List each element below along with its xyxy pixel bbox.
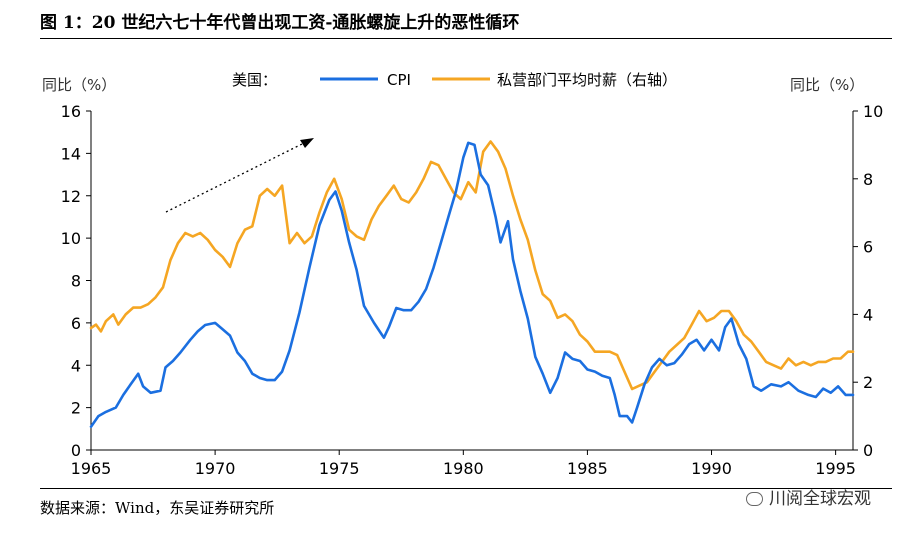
watermark: 川阅全球宏观 <box>746 484 871 509</box>
watermark-text: 川阅全球宏观 <box>769 489 871 509</box>
legend-label-wage: 私营部门平均时薪（右轴） <box>497 71 677 89</box>
y-left-tick-label: 4 <box>71 356 81 375</box>
y-left-tick-label: 14 <box>61 144 81 163</box>
y-right-tick-label: 10 <box>863 102 883 121</box>
series-line-wage <box>89 140 855 391</box>
x-tick-label: 1970 <box>195 459 236 478</box>
y-right-tick-label: 0 <box>863 441 873 460</box>
left-axis-label: 同比（%） <box>42 76 116 94</box>
x-tick-label: 1985 <box>567 459 608 478</box>
source-note: 数据来源：Wind，东吴证券研究所 <box>40 499 275 517</box>
y-right-tick-label: 4 <box>863 305 873 324</box>
wechat-icon <box>746 492 763 506</box>
y-left-tick-label: 10 <box>61 229 81 248</box>
y-left-tick-label: 16 <box>61 102 81 121</box>
x-tick-label: 1965 <box>71 459 112 478</box>
y-left-tick-label: 6 <box>71 314 81 333</box>
right-axis-label: 同比（%） <box>790 76 864 94</box>
y-left-tick-label: 8 <box>71 272 81 291</box>
y-left-tick-label: 12 <box>61 187 81 206</box>
y-left-tick-label: 0 <box>71 441 81 460</box>
x-tick-label: 1990 <box>691 459 732 478</box>
title-rule <box>40 38 892 39</box>
figure-title: 图 1：20 世纪六七十年代曾出现工资-通胀螺旋上升的恶性循环 <box>40 13 520 33</box>
y-right-tick-label: 2 <box>863 373 873 392</box>
series-line-cpi <box>89 141 855 428</box>
x-tick-label: 1995 <box>815 459 856 478</box>
x-tick-label: 1975 <box>319 459 360 478</box>
y-right-tick-label: 8 <box>863 170 873 189</box>
y-right-tick-label: 6 <box>863 238 873 257</box>
trend-arrow-head <box>300 138 314 148</box>
trend-arrow-line <box>165 139 311 213</box>
x-tick-label: 1980 <box>443 459 484 478</box>
y-left-tick-label: 2 <box>71 399 81 418</box>
footer-rule <box>40 488 892 489</box>
legend-prefix: 美国： <box>232 71 277 89</box>
legend-label-cpi: CPI <box>387 71 411 89</box>
